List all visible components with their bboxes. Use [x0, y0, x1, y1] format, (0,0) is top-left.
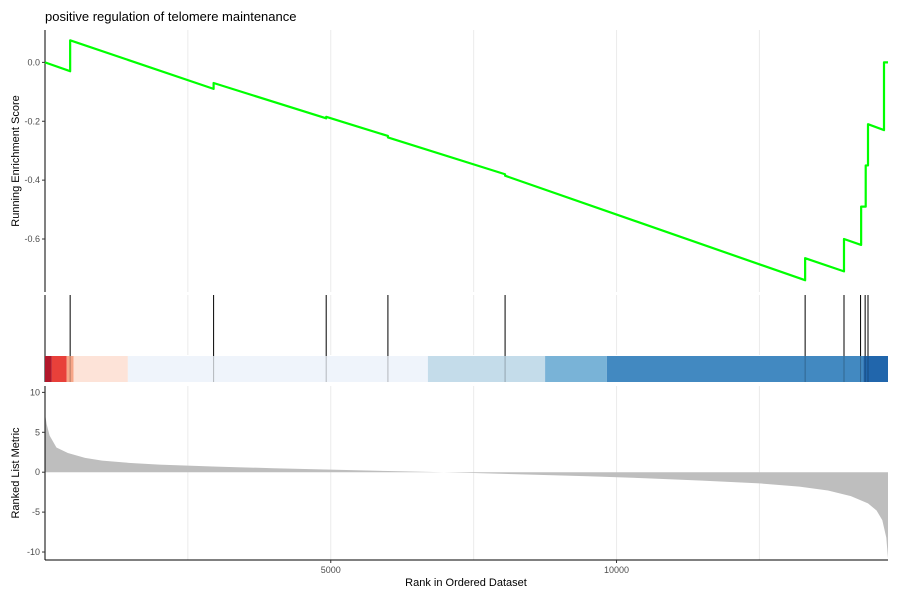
color-bar-segment	[863, 356, 888, 382]
color-bar-segment	[45, 356, 52, 382]
running-enrichment-line	[44, 39, 888, 282]
y-tick-label: 10	[30, 387, 40, 397]
color-bar-segment	[427, 356, 546, 382]
x-tick-label: 10000	[604, 565, 629, 575]
y-tick-label: -5	[32, 507, 40, 517]
color-bar-segment	[606, 356, 864, 382]
rank-color-bar	[45, 356, 888, 382]
y-tick-label: -0.2	[24, 116, 40, 126]
ranked-metric-area	[45, 413, 888, 559]
y-tick-label: -0.6	[24, 234, 40, 244]
ranked-metric-panel: 10 5 0 -5 -10 5000 10000	[27, 386, 888, 575]
x-axis-title: Rank in Ordered Dataset	[405, 577, 527, 589]
y-tick-label: 5	[35, 427, 40, 437]
color-bar-segment	[66, 356, 74, 382]
chart-title: positive regulation of telomere maintena…	[45, 9, 296, 24]
x-tick-label: 5000	[321, 565, 341, 575]
color-bar-segment	[127, 356, 428, 382]
color-bar-segment	[51, 356, 67, 382]
y-axis-title-enrichment: Running Enrichment Score	[10, 95, 22, 226]
enrichment-score-panel: 0.0 -0.2 -0.4 -0.6	[24, 30, 888, 292]
y-tick-label: -10	[27, 547, 40, 557]
y-tick-label: 0.0	[27, 57, 40, 67]
color-bar-segment	[73, 356, 128, 382]
x-gridlines	[187, 30, 760, 560]
color-bar-segment	[545, 356, 607, 382]
y-axis-title-ranked-metric: Ranked List Metric	[10, 427, 22, 519]
y-tick-label: -0.4	[24, 175, 40, 185]
y-tick-label: 0	[35, 467, 40, 477]
